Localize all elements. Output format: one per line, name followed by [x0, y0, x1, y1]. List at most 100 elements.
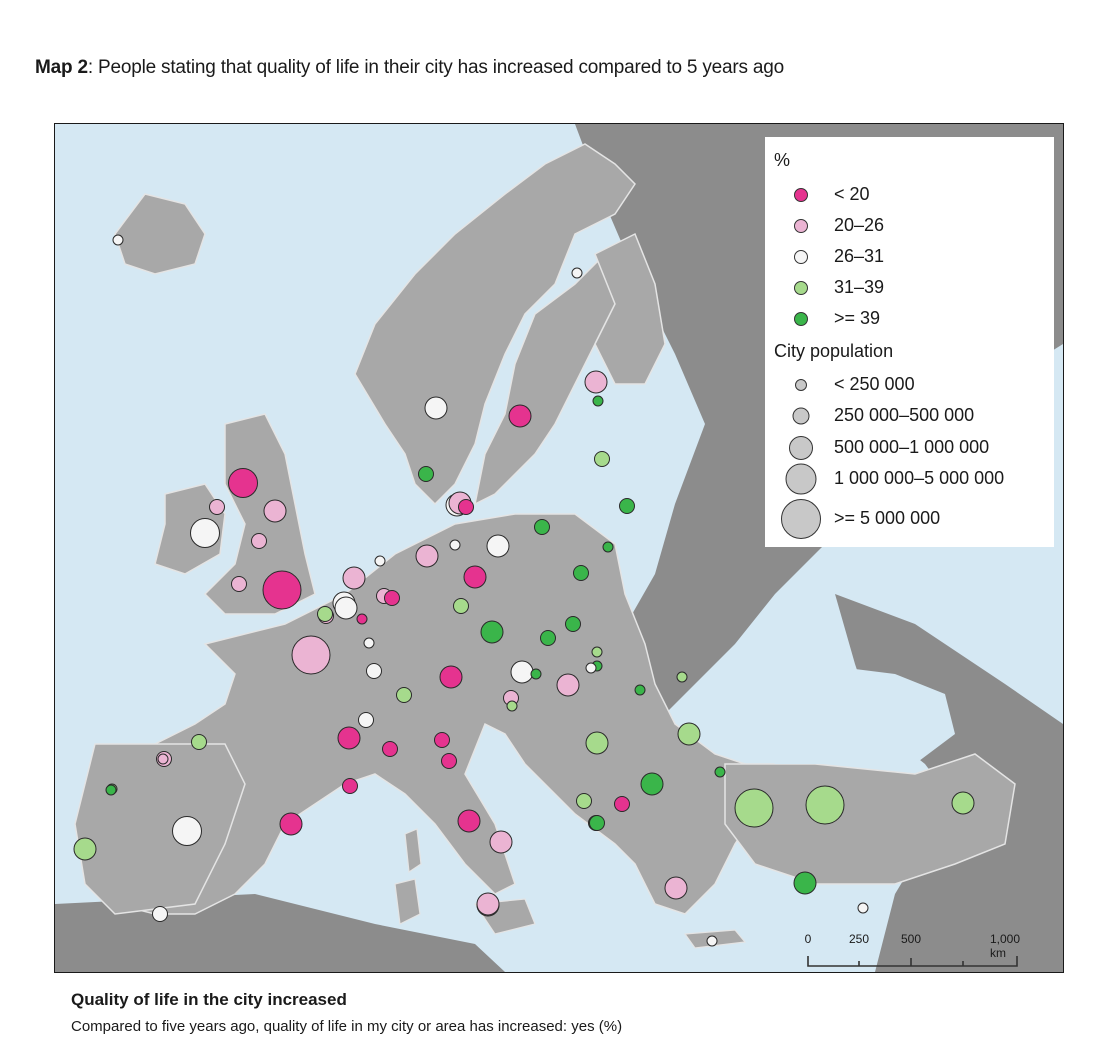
city-marker: [619, 498, 635, 514]
city-marker: [363, 637, 375, 649]
legend-pop-heading: City population: [774, 341, 894, 361]
city-marker: [366, 663, 382, 679]
legend-size-0: < 250 000: [765, 374, 1054, 409]
legend-size-label: 1 000 000–5 000 000: [834, 468, 1005, 488]
city-marker: [228, 468, 258, 498]
city-marker: [105, 784, 117, 796]
legend-size-swatch: [789, 436, 813, 460]
city-marker: [152, 906, 168, 922]
city-marker: [317, 606, 333, 622]
city-marker: [279, 812, 303, 836]
city-marker: [634, 684, 646, 696]
city-marker: [676, 671, 688, 683]
city-marker: [291, 635, 331, 675]
anatolia: [724, 753, 1016, 885]
city-marker: [585, 662, 597, 674]
city-marker: [334, 596, 358, 620]
city-marker: [534, 519, 550, 535]
city-marker: [734, 788, 774, 828]
legend-size-label: >= 5 000 000: [834, 508, 941, 528]
city-marker: [112, 234, 124, 246]
legend-category-4: >= 39: [765, 308, 1054, 343]
city-marker: [664, 876, 688, 900]
legend-category-swatch: [794, 312, 808, 326]
city-marker: [342, 778, 358, 794]
city-marker: [571, 267, 583, 279]
city-marker: [231, 576, 247, 592]
city-marker: [573, 565, 589, 581]
city-marker: [358, 712, 374, 728]
city-marker: [602, 541, 614, 553]
legend-category-swatch: [794, 188, 808, 202]
city-marker: [73, 837, 97, 861]
city-marker: [540, 630, 556, 646]
scandinavia: [354, 143, 666, 506]
legend-size-label: < 250 000: [834, 374, 915, 394]
city-marker: [356, 613, 368, 625]
city-marker: [209, 499, 225, 515]
city-marker: [556, 673, 580, 697]
legend: % < 20 20–26 26–31 31–39 >= 39 City populati…: [765, 137, 1054, 547]
scale-tick-250: 250: [848, 932, 870, 946]
legend-size-label: 250 000–500 000: [834, 405, 975, 425]
city-marker: [382, 741, 398, 757]
legend-category-label: 26–31: [834, 246, 885, 266]
city-marker: [463, 565, 487, 589]
city-marker: [439, 665, 463, 689]
legend-pct-heading: %: [774, 150, 791, 170]
city-marker: [589, 815, 605, 831]
legend-category-1: 20–26: [765, 215, 1054, 250]
legend-size-4: >= 5 000 000: [765, 499, 1054, 543]
legend-category-0: < 20: [765, 184, 1054, 219]
legend-category-3: 31–39: [765, 277, 1054, 312]
scale-bar-line: [807, 956, 1018, 967]
legend-category-label: < 20: [834, 184, 870, 204]
city-marker: [594, 451, 610, 467]
city-marker: [458, 499, 474, 515]
city-marker: [584, 370, 608, 394]
city-marker: [191, 734, 207, 750]
city-marker: [396, 687, 412, 703]
black-sea: [745, 664, 955, 764]
city-marker: [489, 830, 513, 854]
legend-size-swatch: [781, 499, 821, 539]
legend-size-swatch: [792, 407, 810, 425]
city-marker: [441, 753, 457, 769]
city-marker: [793, 871, 817, 895]
city-marker: [486, 534, 510, 558]
city-marker: [374, 555, 386, 567]
city-marker: [480, 620, 504, 644]
city-marker: [476, 892, 500, 916]
city-marker: [530, 668, 542, 680]
city-marker: [190, 518, 220, 548]
iceland: [114, 193, 206, 275]
scale-bar: 0 250 500 1,000 km: [805, 932, 1027, 968]
legend-category-label: 20–26: [834, 215, 885, 235]
city-marker: [714, 766, 726, 778]
city-marker: [506, 700, 518, 712]
legend-category-2: 26–31: [765, 246, 1054, 281]
city-marker: [585, 731, 609, 755]
legend-size-swatch: [795, 379, 807, 391]
city-marker: [805, 785, 845, 825]
caption-title: Quality of life in the city increased: [71, 990, 347, 1009]
city-marker: [951, 791, 975, 815]
legend-category-swatch: [794, 219, 808, 233]
caption-subtitle: Compared to five years ago, quality of l…: [71, 1018, 623, 1035]
city-marker: [592, 395, 604, 407]
city-marker: [591, 646, 603, 658]
scale-tick-0: 0: [804, 932, 812, 946]
city-marker: [434, 732, 450, 748]
legend-size-2: 500 000–1 000 000: [765, 436, 1054, 472]
city-marker: [418, 466, 434, 482]
city-marker: [565, 616, 581, 632]
legend-size-3: 1 000 000–5 000 000: [765, 463, 1054, 503]
map-frame: % < 20 20–26 26–31 31–39 >= 39 City populati…: [54, 123, 1064, 973]
city-marker: [640, 772, 664, 796]
city-marker: [453, 598, 469, 614]
legend-category-label: >= 39: [834, 308, 881, 328]
city-marker: [857, 902, 869, 914]
legend-category-swatch: [794, 281, 808, 295]
british-isles: [154, 413, 316, 615]
city-marker: [424, 396, 448, 420]
